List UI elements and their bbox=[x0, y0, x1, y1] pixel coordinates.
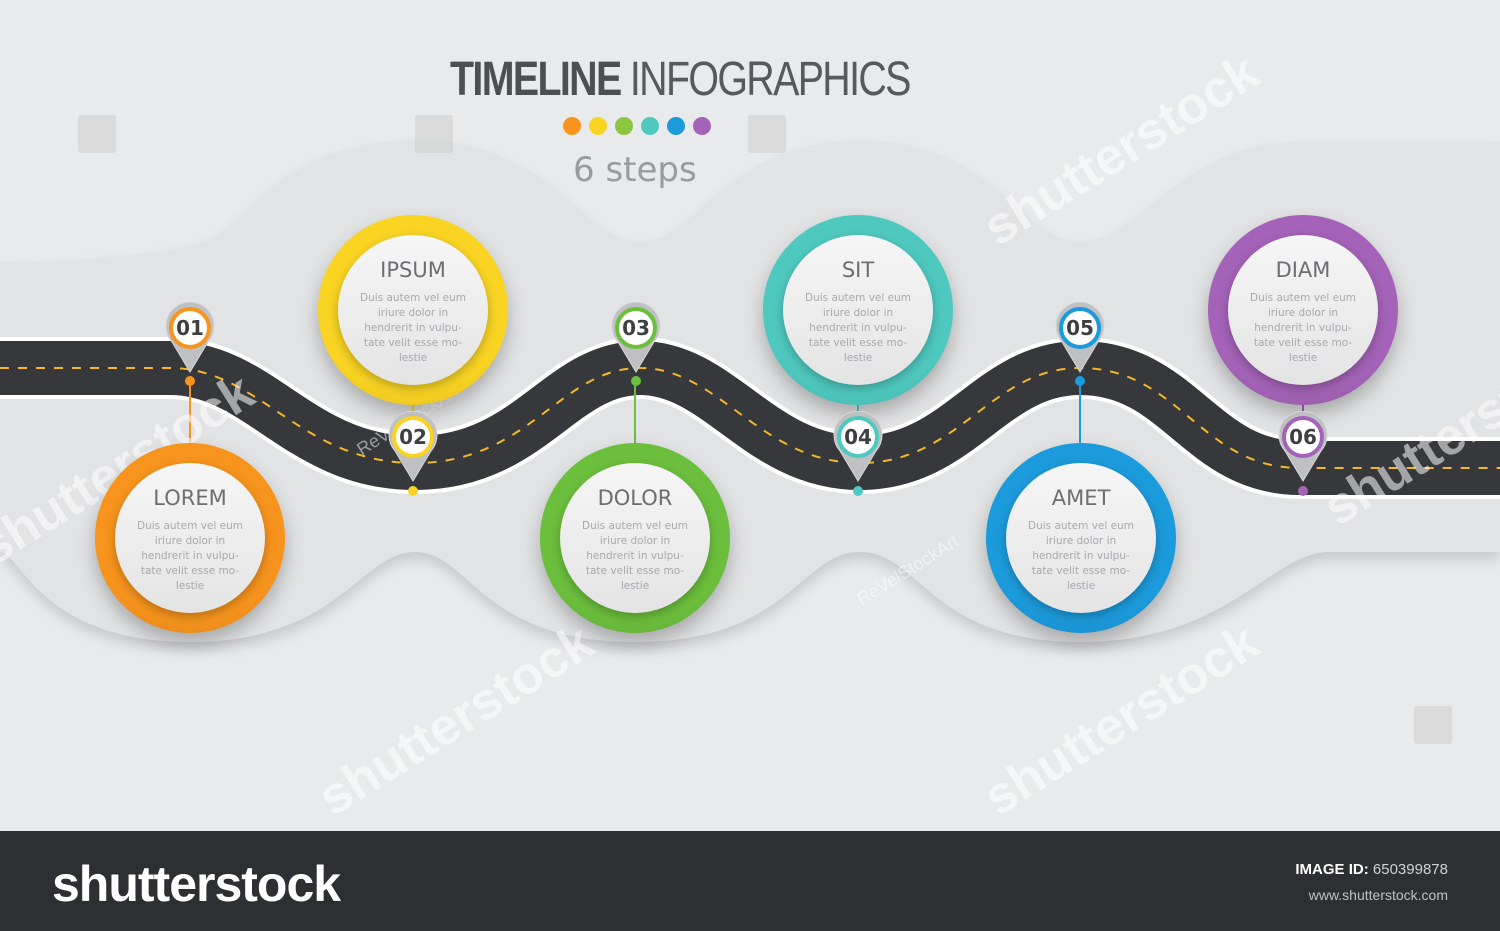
watermark-square bbox=[415, 115, 453, 153]
title-bold-word: TIMELINE bbox=[450, 53, 622, 106]
pin-marker-04: 04 bbox=[832, 410, 884, 483]
pin-marker-01: 01 bbox=[164, 301, 216, 374]
step-description: Duis autem vel eum iriure dolor in hendr… bbox=[1250, 292, 1356, 364]
step-05-circle: AMET Duis autem vel eum iriure dolor in … bbox=[986, 443, 1176, 633]
step-02-circle: IPSUM Duis autem vel eum iriure dolor in… bbox=[318, 215, 508, 405]
subtitle: 6 steps bbox=[573, 150, 697, 190]
color-dot bbox=[615, 117, 633, 135]
step-disc bbox=[560, 463, 710, 613]
pin-number: 03 bbox=[622, 316, 650, 340]
step-description: Duis autem vel eum iriure dolor in hendr… bbox=[582, 520, 688, 592]
pin-number: 02 bbox=[399, 425, 427, 449]
watermark-square bbox=[748, 115, 786, 153]
watermark-square bbox=[78, 115, 116, 153]
pin-marker-icon bbox=[1055, 301, 1105, 373]
step-disc bbox=[783, 235, 933, 385]
site-link[interactable]: www.shutterstock.com bbox=[1308, 887, 1448, 903]
step-title: AMET bbox=[1051, 486, 1111, 510]
footer-bar: shutterstock IMAGE ID: 650399878 www.shu… bbox=[0, 831, 1500, 931]
brand-logo[interactable]: shutterstock bbox=[52, 856, 341, 912]
color-dot bbox=[667, 117, 685, 135]
image-id: IMAGE ID: 650399878 bbox=[1295, 861, 1448, 878]
pin-dot-03 bbox=[631, 376, 641, 386]
pin-marker-03: 03 bbox=[610, 301, 662, 374]
step-disc bbox=[338, 235, 488, 385]
pin-dot-04 bbox=[853, 486, 863, 496]
color-dot bbox=[693, 117, 711, 135]
step-disc bbox=[115, 463, 265, 613]
pin-marker-icon bbox=[388, 410, 438, 482]
pin-dot-05 bbox=[1075, 376, 1085, 386]
step-03-circle: DOLOR Duis autem vel eum iriure dolor in… bbox=[540, 443, 730, 633]
pin-marker-icon bbox=[165, 301, 215, 373]
step-description: Duis autem vel eum iriure dolor in hendr… bbox=[805, 292, 911, 364]
pin-number: 05 bbox=[1066, 316, 1094, 340]
step-title: IPSUM bbox=[380, 258, 446, 282]
pin-marker-06: 06 bbox=[1277, 410, 1329, 483]
image-id-label: IMAGE ID: bbox=[1295, 861, 1369, 878]
step-description: Duis autem vel eum iriure dolor in hendr… bbox=[137, 520, 243, 592]
step-06-circle: DIAM Duis autem vel eum iriure dolor in … bbox=[1208, 215, 1398, 405]
pin-dot-06 bbox=[1298, 486, 1308, 496]
step-01-circle: LOREM Duis autem vel eum iriure dolor in… bbox=[95, 443, 285, 633]
color-dot bbox=[563, 117, 581, 135]
color-dot bbox=[589, 117, 607, 135]
color-dot bbox=[641, 117, 659, 135]
step-description: Duis autem vel eum iriure dolor in hendr… bbox=[1028, 520, 1134, 592]
pin-number: 06 bbox=[1289, 425, 1317, 449]
infographic-canvas: shutterstock shutterstock shutterstock s… bbox=[0, 42, 1500, 828]
pin-marker-icon bbox=[1278, 410, 1328, 482]
image-id-value: 650399878 bbox=[1372, 861, 1448, 878]
color-dots bbox=[563, 117, 711, 135]
pin-marker-icon bbox=[611, 301, 661, 373]
road-center-line bbox=[0, 366, 1500, 469]
step-title: LOREM bbox=[153, 486, 227, 510]
step-disc bbox=[1006, 463, 1156, 613]
step-title: SIT bbox=[841, 258, 875, 282]
title-light-word: INFOGRAPHICS bbox=[629, 53, 912, 106]
step-title: DOLOR bbox=[597, 486, 673, 510]
pin-marker-02: 02 bbox=[387, 410, 439, 483]
step-disc bbox=[1228, 235, 1378, 385]
pin-marker-05: 05 bbox=[1054, 301, 1106, 374]
pin-number: 04 bbox=[844, 425, 872, 449]
pin-number: 01 bbox=[176, 316, 204, 340]
watermark-square bbox=[1414, 706, 1452, 744]
page-title: TIMELINE INFOGRAPHICS bbox=[450, 52, 911, 112]
step-04-circle: SIT Duis autem vel eum iriure dolor in h… bbox=[763, 215, 953, 405]
pin-dot-01 bbox=[185, 376, 195, 386]
step-description: Duis autem vel eum iriure dolor in hendr… bbox=[360, 292, 466, 364]
pin-marker-icon bbox=[833, 410, 883, 482]
step-title: DIAM bbox=[1275, 258, 1331, 282]
pin-dot-02 bbox=[408, 486, 418, 496]
